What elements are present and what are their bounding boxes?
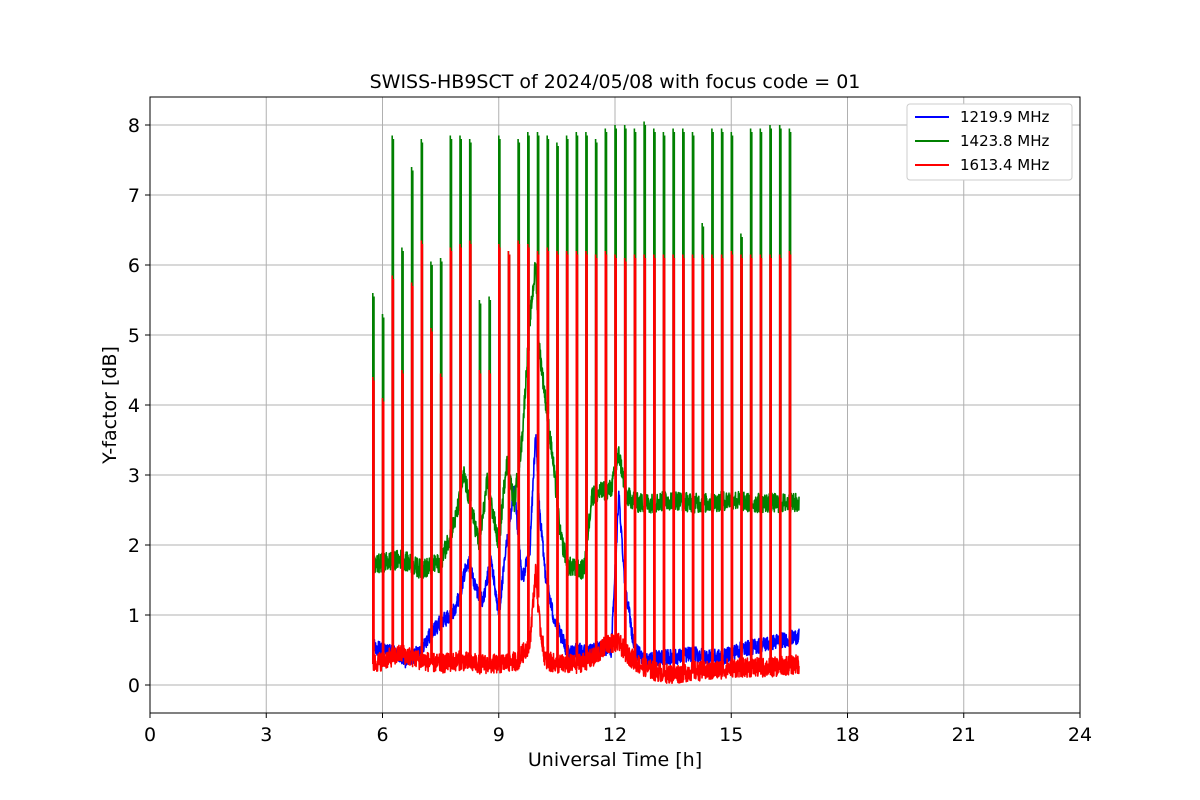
y-tick-label: 8 bbox=[128, 115, 140, 137]
series-line-16134 bbox=[372, 240, 800, 684]
legend-label-1423: 1423.8 MHz bbox=[960, 132, 1049, 150]
y-tick-label: 4 bbox=[128, 395, 140, 417]
y-tick-label: 6 bbox=[128, 255, 140, 277]
x-tick-label: 24 bbox=[1068, 724, 1092, 746]
chart-title: SWISS-HB9SCT of 2024/05/08 with focus co… bbox=[370, 71, 861, 93]
legend-label-1613: 1613.4 MHz bbox=[960, 156, 1049, 174]
x-tick-label: 15 bbox=[719, 724, 743, 746]
x-tick-label: 3 bbox=[260, 724, 272, 746]
y-tick-label: 0 bbox=[128, 675, 140, 697]
x-tick-label: 6 bbox=[376, 724, 388, 746]
legend-label-1219: 1219.9 MHz bbox=[960, 108, 1049, 126]
legend: 1219.9 MHz 1423.8 MHz 1613.4 MHz bbox=[906, 103, 1073, 181]
x-tick-label: 21 bbox=[952, 724, 976, 746]
y-tick-label: 2 bbox=[128, 535, 140, 557]
y-tick-label: 7 bbox=[128, 185, 140, 207]
y-tick-label: 5 bbox=[128, 325, 140, 347]
x-tick-label: 12 bbox=[603, 724, 627, 746]
legend-box bbox=[906, 103, 1073, 181]
y-tick-label: 3 bbox=[128, 465, 140, 487]
x-tick-label: 0 bbox=[144, 724, 156, 746]
x-tick-label: 18 bbox=[835, 724, 859, 746]
x-tick-label: 9 bbox=[493, 724, 505, 746]
plot-area bbox=[372, 121, 800, 684]
y-axis-label: Y-factor [dB] bbox=[99, 346, 121, 465]
x-axis-label: Universal Time [h] bbox=[528, 749, 702, 771]
y-tick-label: 1 bbox=[128, 605, 140, 627]
